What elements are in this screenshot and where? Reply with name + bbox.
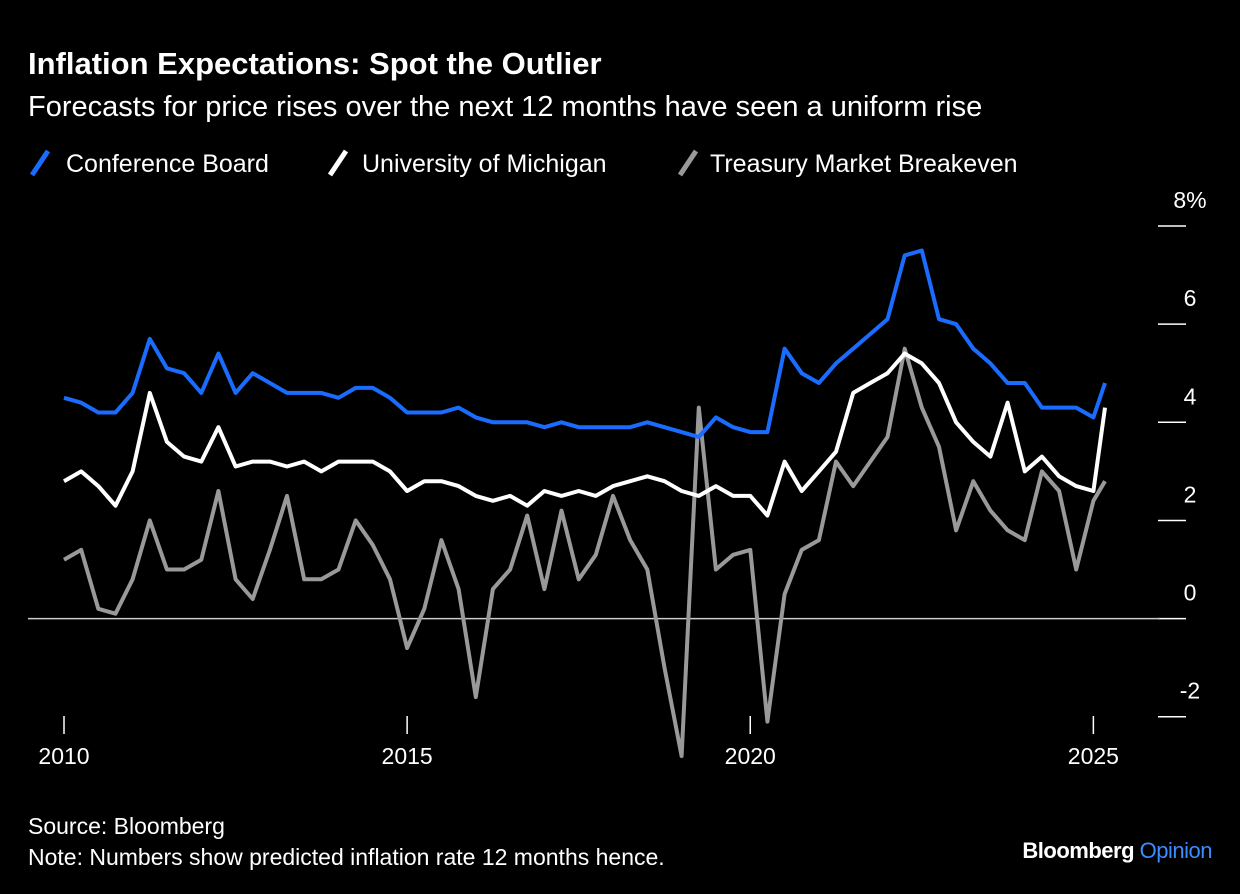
legend-swatch — [677, 149, 699, 177]
brand-name: Bloomberg — [1022, 838, 1134, 863]
y-tick-label: 0 — [1184, 580, 1197, 606]
series-line — [63, 346, 1107, 758]
chart-subtitle: Forecasts for price rises over the next … — [28, 91, 982, 123]
y-tick-label: 4 — [1184, 383, 1197, 409]
series-line — [63, 248, 1107, 439]
chart-title: Inflation Expectations: Spot the Outlier — [28, 46, 602, 81]
x-tick-label: 2015 — [382, 743, 433, 769]
y-tick-label: -2 — [1180, 678, 1200, 704]
y-tick-label: 8% — [1173, 187, 1206, 213]
y-tick-label: 2 — [1184, 481, 1197, 507]
x-tick-label: 2025 — [1068, 743, 1119, 769]
legend-swatch — [327, 149, 349, 177]
legend-label: Treasury Market Breakeven — [710, 150, 1018, 178]
brand: Bloomberg Opinion — [1022, 838, 1212, 863]
legend-label: Conference Board — [66, 150, 269, 178]
source: Source: Bloomberg — [28, 813, 225, 839]
x-tick-label: 2010 — [38, 743, 89, 769]
legend-label: University of Michigan — [362, 150, 607, 178]
x-tick-label: 2020 — [725, 743, 776, 769]
brand-section: Opinion — [1140, 838, 1212, 863]
note: Note: Numbers show predicted inflation r… — [28, 844, 665, 870]
y-tick-label: 6 — [1184, 285, 1197, 311]
series-line — [63, 351, 1107, 518]
legend-swatch — [29, 149, 51, 177]
